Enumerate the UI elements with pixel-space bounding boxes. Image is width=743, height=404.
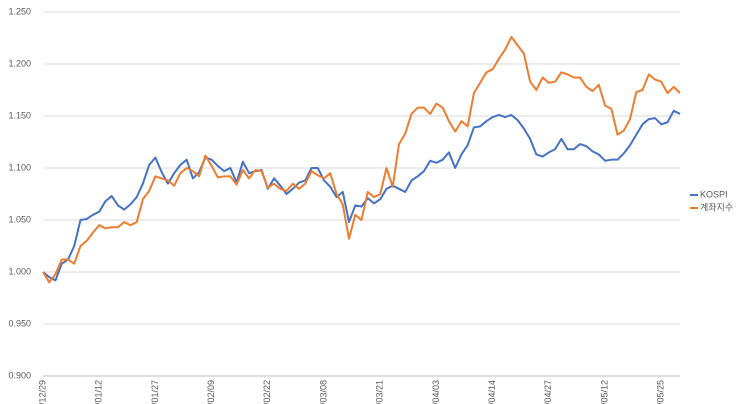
y-tick-label: 1.050 [8,214,31,224]
y-tick-label: 1.100 [8,162,31,172]
x-tick-label: 23/04/27 [543,380,553,404]
x-tick-label: 23/05/25 [656,380,666,404]
y-tick-label: 1.150 [8,110,31,120]
y-tick-label: 0.900 [8,370,31,380]
x-tick-label: 23/03/21 [375,380,385,404]
y-tick-label: 1.200 [8,58,31,68]
x-tick-label: 23/01/12 [94,380,104,404]
x-tick-label: 23/03/08 [318,380,328,404]
x-tick-label: 22/12/29 [37,380,47,404]
x-tick-label: 23/05/12 [599,380,609,404]
y-tick-label: 1.250 [8,6,31,16]
line-series [42,35,681,284]
x-tick-label: 23/01/27 [150,380,160,404]
legend-label: 계좌지수 [700,201,733,212]
x-tick-label: 23/02/22 [262,380,272,404]
x-tick-label: 23/02/09 [206,380,216,404]
y-tick-label: 0.950 [8,318,31,328]
x-tick-label: 23/04/14 [487,380,497,404]
line-series [42,109,681,282]
x-tick-label: 23/04/03 [431,380,441,404]
y-tick-label: 1.000 [8,266,31,276]
legend-label: KOSPI [700,189,728,199]
